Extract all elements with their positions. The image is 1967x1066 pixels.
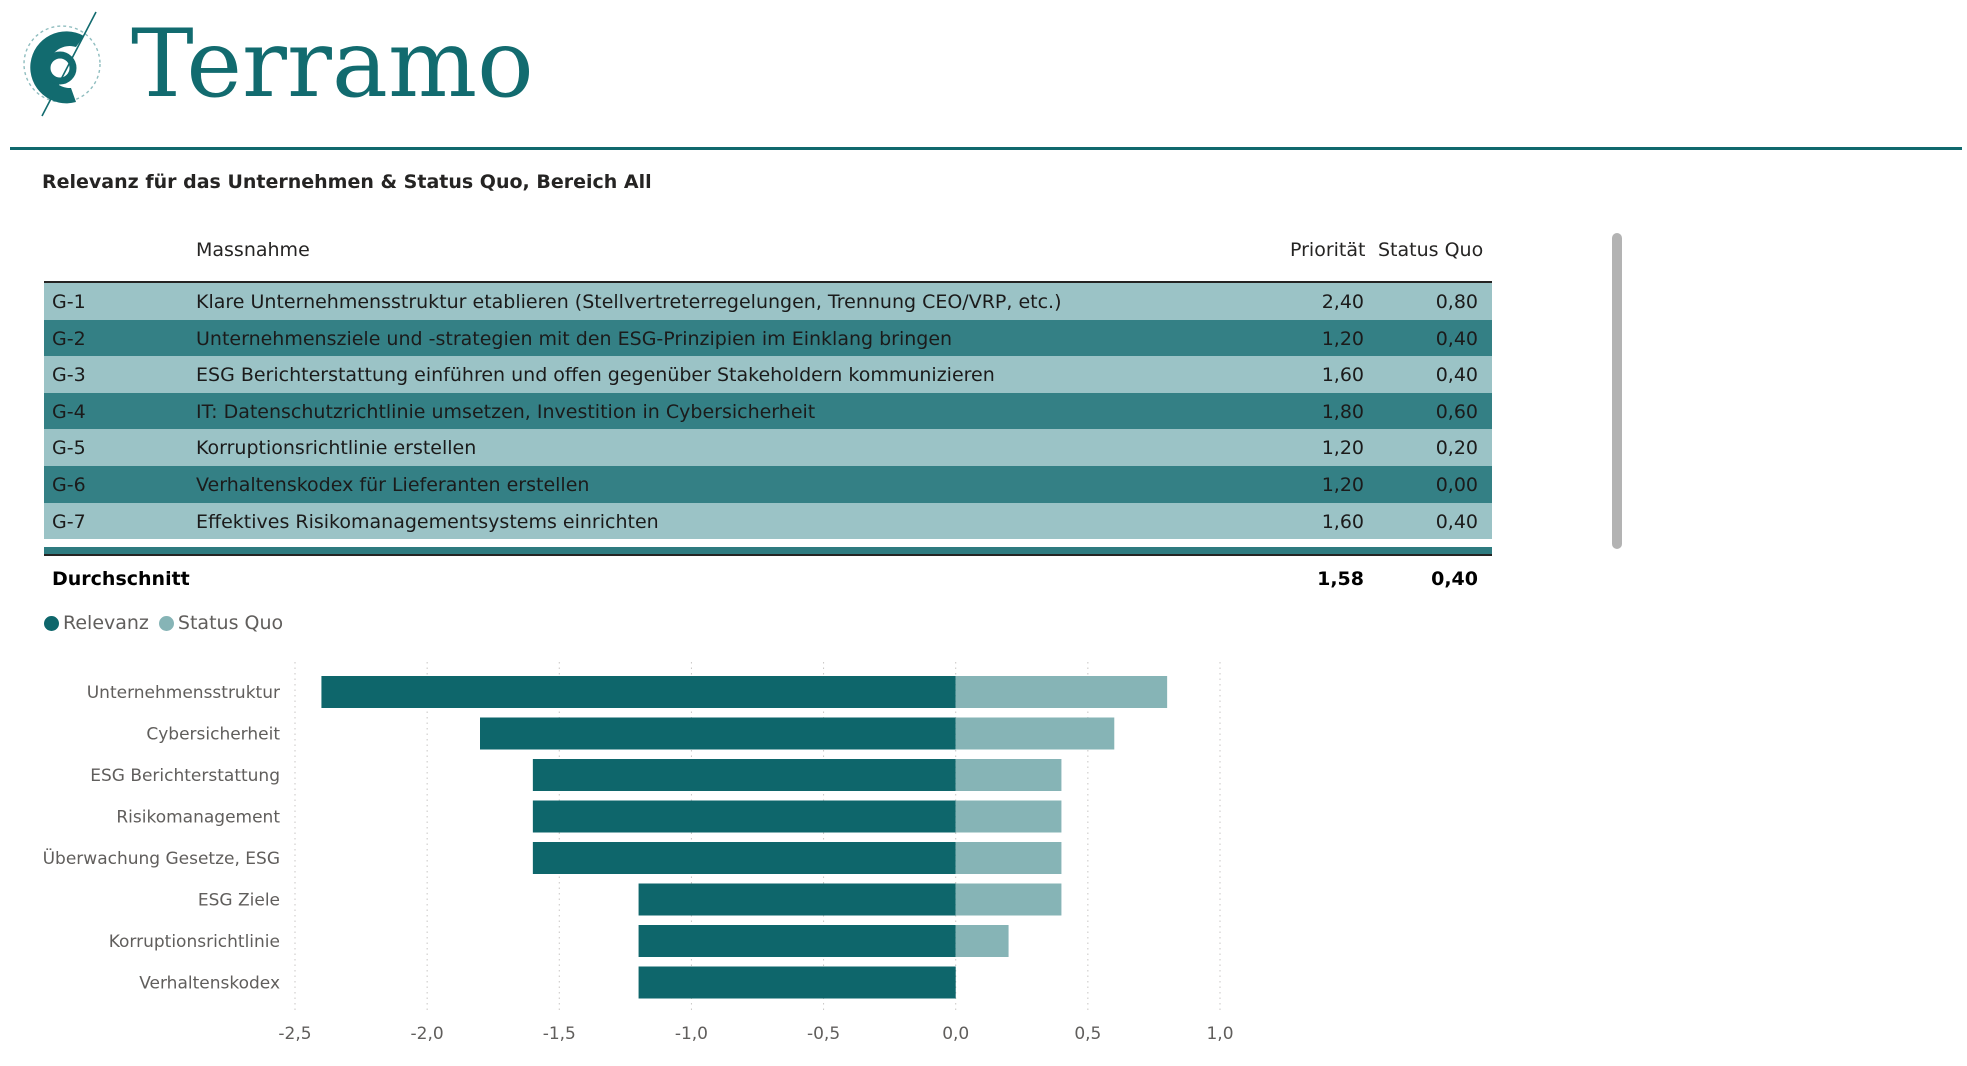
y-category-label: Cybersicherheit: [146, 725, 280, 745]
y-category-label: ESG Ziele: [198, 891, 280, 911]
cell-status-quo: 0,40: [1435, 364, 1478, 387]
cell-prioritaet: 1,20: [1321, 327, 1364, 350]
cell-prioritaet: 1,60: [1321, 510, 1364, 533]
table-row[interactable]: G-7 Effektives Risikomanagementsystems ei…: [44, 502, 1492, 540]
cell-status-quo: 0,40: [1435, 327, 1478, 350]
bar-status-quo[interactable]: [955, 925, 1009, 957]
x-tick-label: 0,0: [942, 1024, 969, 1044]
x-tick-label: -1,5: [543, 1024, 576, 1044]
cell-prioritaet: 1,60: [1321, 364, 1364, 387]
bar-status-quo[interactable]: [955, 717, 1115, 750]
bar-status-quo[interactable]: [955, 883, 1062, 916]
report-header: Terramo: [0, 0, 1967, 150]
y-category-label: ESG Berichterstattung: [90, 766, 280, 786]
cell-massnahme: Klare Unternehmensstruktur etablieren (S…: [196, 291, 1062, 313]
header-status-quo[interactable]: Status Quo: [1378, 239, 1484, 261]
total-status-quo: 0,40: [1431, 568, 1478, 590]
bar-relevanz[interactable]: [480, 717, 956, 750]
cell-id: G-1: [52, 291, 86, 313]
legend-label-status-quo: Status Quo: [177, 612, 284, 634]
bar-status-quo[interactable]: [955, 800, 1062, 833]
x-tick-label: 1,0: [1206, 1024, 1233, 1044]
bar-relevanz[interactable]: [532, 800, 956, 833]
header-divider: [10, 147, 1962, 150]
cell-id: G-7: [52, 510, 86, 533]
table-row[interactable]: G-2 Unternehmensziele und -strategien mit…: [44, 319, 1492, 357]
cell-id: G-6: [52, 473, 86, 496]
legend-item-relevanz[interactable]: Relevanz: [44, 612, 149, 634]
x-tick-label: -0,5: [807, 1024, 840, 1044]
bar-relevanz[interactable]: [532, 842, 956, 874]
bar-relevanz[interactable]: [321, 676, 956, 708]
cell-id: G-2: [52, 327, 86, 350]
x-tick-label: -1,0: [675, 1024, 708, 1044]
cell-prioritaet: 2,40: [1321, 291, 1364, 313]
total-prioritaet: 1,58: [1317, 568, 1364, 590]
total-row: Durchschnitt 1,58 0,40: [44, 556, 1492, 596]
cell-id: G-4: [52, 400, 86, 423]
cell-massnahme: Unternehmensziele und -strategien mit de…: [196, 327, 953, 350]
cell-massnahme: Effektives Risikomanagementsystems einri…: [196, 510, 659, 533]
cell-massnahme: Verhaltenskodex für Lieferanten erstelle…: [196, 473, 590, 496]
cell-status-quo: 0,80: [1435, 291, 1478, 313]
cell-status-quo: 0,00: [1435, 473, 1478, 496]
y-category-label: Risikomanagement: [116, 808, 280, 828]
cell-prioritaet: 1,80: [1321, 400, 1364, 423]
bar-relevanz[interactable]: [532, 759, 956, 791]
cell-prioritaet: 1,20: [1321, 473, 1364, 496]
y-category-label: Unternehmensstruktur: [87, 683, 280, 703]
table-body: G-1 Klare Unternehmensstruktur etablieren…: [44, 283, 1492, 540]
cell-status-quo: 0,40: [1435, 510, 1478, 533]
legend-dot-status-quo: [158, 615, 174, 631]
legend-item-status-quo[interactable]: Status Quo: [158, 612, 284, 634]
total-divider: [44, 547, 1492, 556]
cell-massnahme: IT: Datenschutzrichtlinie umsetzen, Inve…: [196, 400, 816, 423]
chart-legend: Relevanz Status Quo: [44, 612, 293, 634]
bar-status-quo[interactable]: [955, 759, 1062, 791]
table-header: Massnahme Priorität Status Quo: [44, 234, 1492, 283]
total-label: Durchschnitt: [52, 568, 190, 590]
bar-relevanz[interactable]: [638, 925, 956, 957]
table-row[interactable]: G-4 IT: Datenschutzrichtlinie umsetzen, I…: [44, 392, 1492, 430]
brand-name: Terramo: [131, 10, 534, 119]
table-row[interactable]: G-5 Korruptionsrichtlinie erstellen 1,20 0,…: [44, 429, 1492, 466]
cell-status-quo: 0,20: [1435, 437, 1478, 460]
section-title: Relevanz für das Unternehmen & Status Qu…: [42, 171, 652, 193]
y-category-label: Korruptionsrichtlinie: [109, 932, 280, 952]
terramo-logo-icon: [23, 11, 101, 117]
legend-dot-relevanz: [44, 615, 59, 631]
table-row[interactable]: G-1 Klare Unternehmensstruktur etablieren…: [44, 283, 1492, 320]
y-category-label: Überwachung Gesetze, ESG: [43, 847, 280, 869]
bar-relevanz[interactable]: [638, 966, 956, 999]
table-scrollbar[interactable]: [1612, 233, 1622, 549]
bar-status-quo[interactable]: [955, 676, 1168, 708]
table-row[interactable]: G-6 Verhaltenskodex für Lieferanten erste…: [44, 465, 1492, 503]
cell-id: G-5: [52, 437, 86, 460]
cell-massnahme: ESG Berichterstattung einführen und offe…: [196, 364, 995, 387]
x-tick-label: -2,0: [411, 1024, 444, 1044]
x-tick-label: 0,5: [1074, 1024, 1101, 1044]
table-row[interactable]: G-3 ESG Berichterstattung einführen und o…: [44, 356, 1492, 393]
cell-massnahme: Korruptionsrichtlinie erstellen: [196, 437, 477, 460]
cell-prioritaet: 1,20: [1321, 437, 1364, 460]
x-tick-label: -2,5: [278, 1024, 311, 1044]
cell-status-quo: 0,60: [1435, 400, 1478, 423]
header-massnahme[interactable]: Massnahme: [196, 239, 310, 261]
relevance-status-chart: -2,5 -2,0 -1,5 -1,0 -0,5 0,0 0,5 1,0 Unternehmen…: [43, 662, 1234, 1044]
bar-status-quo[interactable]: [955, 842, 1062, 874]
header-prioritaet[interactable]: Priorität: [1290, 239, 1366, 261]
legend-label-relevanz: Relevanz: [63, 612, 149, 634]
bar-relevanz[interactable]: [638, 883, 956, 916]
y-category-label: Verhaltenskodex: [139, 974, 280, 994]
cell-id: G-3: [52, 364, 86, 387]
